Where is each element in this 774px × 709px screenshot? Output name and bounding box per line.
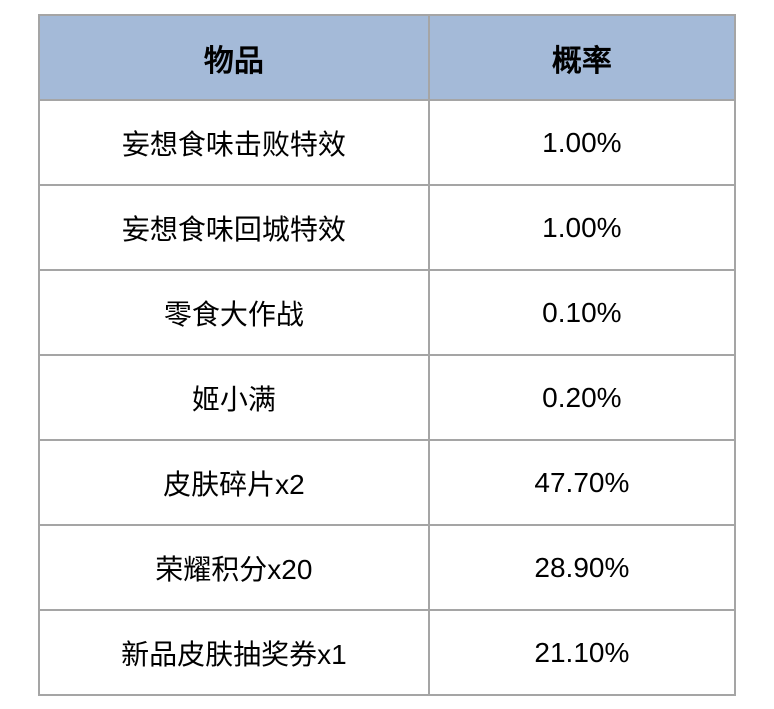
cell-item: 新品皮肤抽奖券x1 xyxy=(39,610,429,695)
cell-item: 姬小满 xyxy=(39,355,429,440)
header-item: 物品 xyxy=(39,15,429,100)
cell-item: 荣耀积分x20 xyxy=(39,525,429,610)
table-row: 皮肤碎片x2 47.70% xyxy=(39,440,735,525)
cell-rate: 47.70% xyxy=(429,440,735,525)
cell-rate: 28.90% xyxy=(429,525,735,610)
cell-item: 皮肤碎片x2 xyxy=(39,440,429,525)
table-row: 姬小满 0.20% xyxy=(39,355,735,440)
cell-rate: 1.00% xyxy=(429,185,735,270)
table-header-row: 物品 概率 xyxy=(39,15,735,100)
header-rate: 概率 xyxy=(429,15,735,100)
cell-item: 妄想食味回城特效 xyxy=(39,185,429,270)
cell-item: 妄想食味击败特效 xyxy=(39,100,429,185)
cell-item: 零食大作战 xyxy=(39,270,429,355)
cell-rate: 0.10% xyxy=(429,270,735,355)
table-row: 新品皮肤抽奖券x1 21.10% xyxy=(39,610,735,695)
table-row: 零食大作战 0.10% xyxy=(39,270,735,355)
cell-rate: 1.00% xyxy=(429,100,735,185)
table-row: 妄想食味击败特效 1.00% xyxy=(39,100,735,185)
table-row: 荣耀积分x20 28.90% xyxy=(39,525,735,610)
cell-rate: 21.10% xyxy=(429,610,735,695)
table-row: 妄想食味回城特效 1.00% xyxy=(39,185,735,270)
cell-rate: 0.20% xyxy=(429,355,735,440)
probability-table: 物品 概率 妄想食味击败特效 1.00% 妄想食味回城特效 1.00% 零食大作… xyxy=(38,14,736,696)
